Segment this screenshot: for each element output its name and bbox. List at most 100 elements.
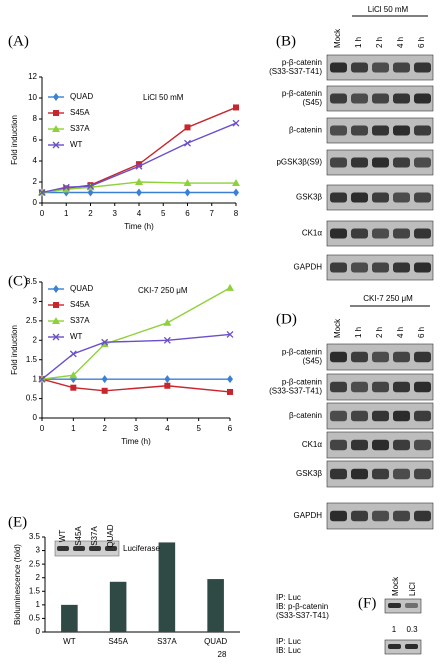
row-label: p-β-catenin: [282, 378, 322, 387]
marker: [135, 178, 143, 185]
blot-band: [393, 439, 410, 451]
y-tick-label: 2.5: [26, 316, 38, 325]
marker: [163, 318, 172, 326]
panel-label: (E): [8, 514, 27, 530]
blot-header: LiCl 50 mM: [368, 5, 409, 14]
marker: [101, 387, 108, 394]
row-label: CK1α: [302, 229, 323, 238]
blot-band: [414, 93, 431, 104]
row-label: GSK3β: [296, 469, 322, 478]
blot-band: [414, 62, 431, 73]
blot-band: [330, 510, 347, 522]
x-tick-label: 6: [228, 424, 233, 433]
y-tick-label: 0: [33, 413, 38, 422]
row-label: p-β-catenin: [282, 58, 322, 67]
blot-band: [330, 439, 347, 451]
blot-band: [393, 157, 410, 168]
row-label: p-β-catenin: [282, 348, 322, 357]
y-tick-label: 3.5: [26, 277, 38, 286]
marker: [135, 162, 143, 170]
blot-band: [330, 93, 347, 104]
x-tick-label: 0: [40, 209, 45, 218]
marker: [232, 119, 240, 127]
x-tick-label: 4: [165, 424, 170, 433]
marker: [184, 188, 191, 197]
x-tick-label: 5: [196, 424, 201, 433]
blot-band: [372, 93, 389, 104]
blot-band: [372, 410, 389, 422]
lane-label: 1 h: [354, 37, 363, 48]
panel-label: (F): [358, 595, 376, 611]
blot-band: [414, 510, 431, 522]
blot-band: [393, 468, 410, 480]
y-tick-label: 10: [28, 93, 37, 102]
y-tick-label: 12: [28, 72, 37, 81]
row-label: GAPDH: [294, 511, 323, 520]
blot-band: [351, 351, 368, 363]
lane-label: 2 h: [375, 37, 384, 48]
x-tick-label: 6: [185, 209, 190, 218]
legend-label: S45A: [70, 108, 90, 117]
inset-blot: [54, 540, 120, 557]
legend-label: QUAD: [70, 92, 93, 101]
marker: [227, 388, 233, 395]
marker: [53, 93, 59, 101]
lane-label: 6 h: [417, 327, 426, 338]
lane-label: WT: [58, 530, 67, 543]
row-label: (S45): [302, 98, 322, 107]
blot-band: [330, 192, 347, 203]
blot-band: [414, 125, 431, 136]
blot-band: [393, 125, 410, 136]
legend-label: WT: [70, 140, 83, 149]
marker: [164, 382, 171, 389]
blot-band: [330, 351, 347, 363]
y-tick-label: 1: [33, 374, 38, 383]
legend-label: S45A: [70, 300, 90, 309]
blot-band: [414, 410, 431, 422]
blot-band: [414, 381, 431, 393]
y-tick-label: 0: [33, 198, 38, 207]
lane-label: Mock: [333, 318, 342, 338]
panel-label: (B): [276, 33, 296, 49]
series-line: [41, 122, 237, 194]
marker: [62, 183, 70, 191]
x-axis-label: Time (h): [121, 437, 151, 446]
y-tick-label: 0: [36, 627, 41, 636]
x-tick-label: 2: [88, 209, 93, 218]
blot-band: [330, 262, 347, 273]
bar: [109, 581, 127, 632]
y-tick-label: 2: [36, 573, 41, 582]
y-tick-label: 3: [33, 297, 38, 306]
legend-label: QUAD: [70, 284, 93, 293]
blot-band: [330, 157, 347, 168]
marker: [52, 141, 60, 149]
blot-band: [372, 157, 389, 168]
blot-band: [330, 228, 347, 239]
row-label: pGSK3β(S9): [276, 158, 322, 167]
x-tick-label: 8: [234, 209, 239, 218]
blot-band: [351, 125, 368, 136]
marker: [53, 302, 59, 308]
blot-band: [393, 262, 410, 273]
blot-band: [330, 468, 347, 480]
marker: [183, 179, 192, 187]
legend-label: S37A: [70, 124, 90, 133]
inset-label: Luciferase: [123, 544, 160, 553]
marker: [101, 338, 109, 346]
marker: [87, 182, 94, 190]
marker: [226, 283, 234, 291]
series-line: [41, 378, 231, 393]
legend-label: S37A: [70, 316, 90, 325]
x-tick-label: 0: [40, 424, 45, 433]
series-line: [41, 106, 237, 194]
blot-band: [414, 157, 431, 168]
blot-band: [414, 192, 431, 203]
blot-band: [351, 192, 368, 203]
x-tick-label: S37A: [157, 637, 177, 646]
marker: [100, 340, 109, 348]
lane-label: S45A: [74, 526, 83, 546]
marker: [136, 161, 142, 168]
x-tick-label: 1: [71, 424, 76, 433]
blot-band: [372, 439, 389, 451]
